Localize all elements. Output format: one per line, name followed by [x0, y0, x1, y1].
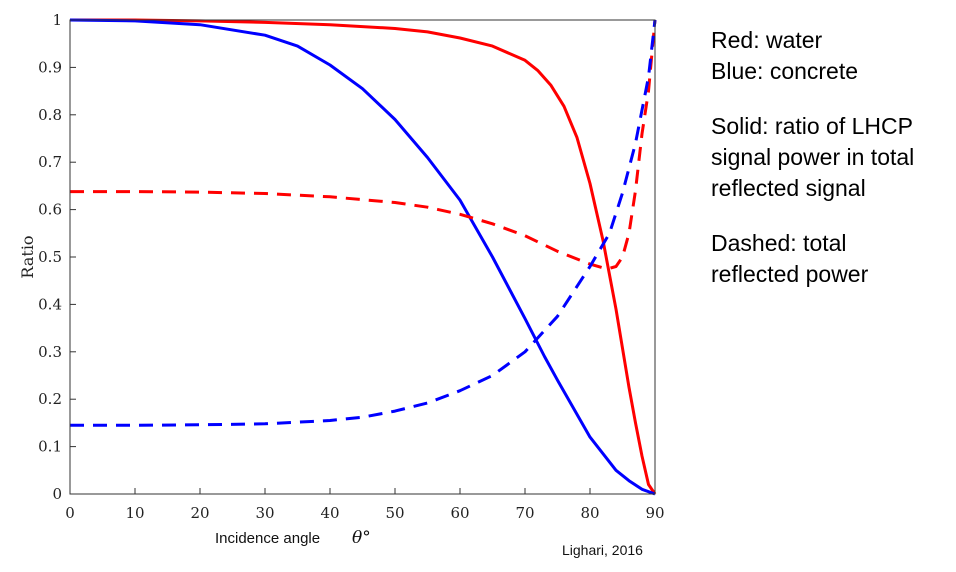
x-axis-symbol: θ° — [352, 528, 371, 548]
y-tick-label: 0.1 — [38, 438, 62, 456]
y-axis-label: Ratio — [18, 235, 37, 278]
x-tick-label: 70 — [515, 504, 534, 522]
x-tick-label: 10 — [125, 504, 144, 522]
source-credit: Lighari, 2016 — [562, 542, 643, 558]
y-tick-label: 0.5 — [38, 248, 62, 266]
x-tick-label: 80 — [580, 504, 599, 522]
series-3-line — [70, 19, 657, 427]
y-tick-label: 0.8 — [38, 106, 62, 124]
legend-line-solid-1: Solid: ratio of LHCP — [711, 113, 913, 139]
series-0-line — [70, 18, 657, 495]
x-tick-label: 50 — [385, 504, 404, 522]
axes-frame — [69, 19, 656, 495]
plot-lines — [69, 18, 657, 496]
y-tick-label: 0 — [52, 485, 62, 503]
y-tick-label: 0.9 — [38, 58, 62, 76]
legend-line-red: Red: water — [711, 27, 823, 53]
y-tick-label: 0.2 — [38, 390, 62, 408]
legend-line-solid-2: signal power in total — [711, 144, 915, 170]
y-tick-label: 0.7 — [38, 153, 62, 171]
y-tick-label: 0.3 — [38, 343, 62, 361]
legend-line-blue: Blue: concrete — [711, 58, 859, 84]
legend-line-solid-3: reflected signal — [711, 175, 866, 201]
y-tick-label: 0.4 — [38, 295, 62, 313]
y-tick-label: 0.6 — [38, 201, 62, 219]
x-tick-label: 60 — [450, 504, 469, 522]
legend-line-dashed-1: Dashed: total — [711, 230, 847, 256]
legend-text-block: Red: water Blue: concrete Solid: ratio o… — [711, 25, 951, 290]
x-axis-ticks: 0 10 20 30 40 50 60 70 80 90 — [65, 488, 665, 522]
x-tick-label: 20 — [190, 504, 209, 522]
series-1-line — [69, 18, 656, 496]
series-2-line — [70, 19, 657, 270]
x-tick-label: 30 — [255, 504, 274, 522]
x-tick-label: 40 — [320, 504, 339, 522]
y-tick-label: 1 — [52, 11, 62, 29]
legend-line-dashed-2: reflected power — [711, 261, 869, 287]
x-axis-label: Incidence angle — [215, 530, 320, 547]
x-tick-label: 0 — [65, 504, 75, 522]
y-axis-ticks: 0 0.1 0.2 0.3 0.4 0.5 0.6 0.7 0.8 0.9 1 — [38, 11, 76, 503]
x-tick-label: 90 — [645, 504, 664, 522]
